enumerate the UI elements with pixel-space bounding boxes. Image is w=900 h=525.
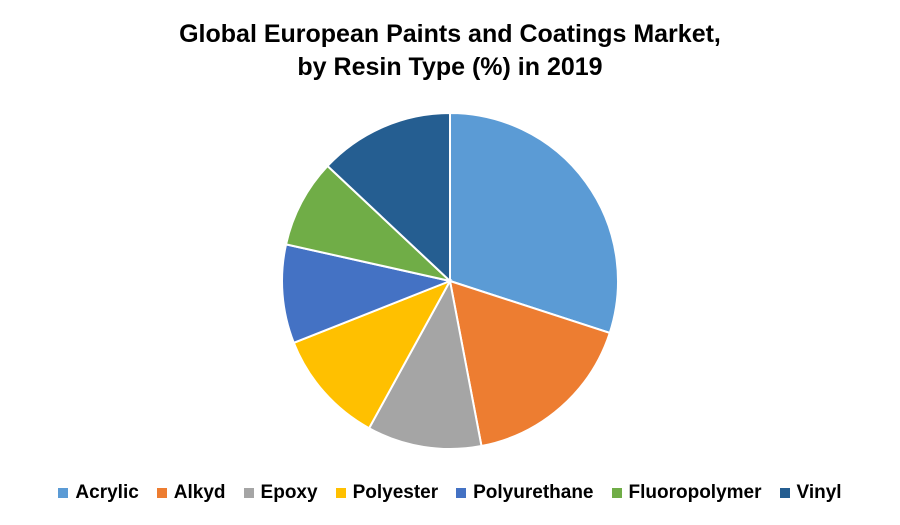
- legend-item-polyurethane: Polyurethane: [456, 482, 594, 504]
- legend-swatch: [611, 488, 622, 498]
- legend-swatch: [156, 488, 167, 498]
- legend-item-polyester: Polyester: [335, 482, 439, 504]
- legend-label: Vinyl: [796, 482, 842, 503]
- pie-slice-alkyd: [448, 279, 612, 448]
- pie-slice-vinyl: [326, 111, 451, 284]
- legend-item-fluoropolymer: Fluoropolymer: [611, 482, 762, 504]
- pie-slice-epoxy: [367, 278, 483, 450]
- legend-label: Acrylic: [75, 482, 139, 503]
- pie-slice-polyester: [292, 279, 453, 430]
- legend-item-vinyl: Vinyl: [779, 482, 842, 504]
- legend-item-acrylic: Acrylic: [58, 482, 139, 504]
- legend-swatch: [58, 488, 69, 498]
- pie-slice-polyurethane: [281, 243, 454, 345]
- legend-label: Fluoropolymer: [628, 482, 762, 503]
- pie-slice-acrylic: [449, 111, 620, 335]
- legend-label: Polyester: [352, 482, 439, 503]
- legend-swatch: [779, 488, 790, 498]
- legend-item-alkyd: Alkyd: [156, 482, 226, 504]
- legend-label: Alkyd: [173, 482, 226, 503]
- chart-title: Global European Paints and Coatings Mark…: [179, 20, 721, 81]
- legend-swatch: [243, 488, 254, 498]
- pie-slice-fluoropolymer: [284, 164, 454, 283]
- legend-swatch: [335, 488, 346, 498]
- legend-label: Polyurethane: [473, 482, 594, 503]
- legend-item-epoxy: Epoxy: [243, 482, 318, 504]
- legend: Acrylic Alkyd Epoxy Polyester Polyurethane Fl…: [0, 482, 900, 504]
- legend-swatch: [456, 488, 467, 498]
- legend-label: Epoxy: [260, 482, 318, 503]
